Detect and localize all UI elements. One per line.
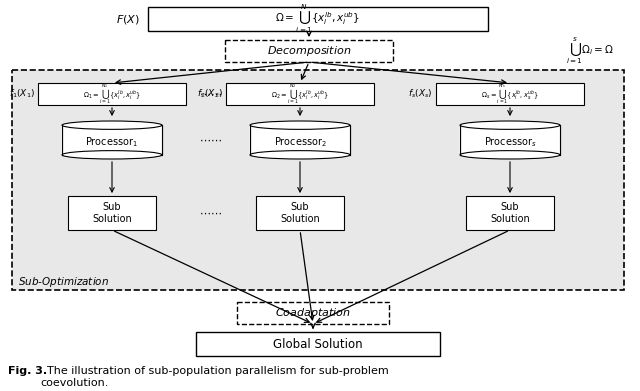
Text: Processor$_s$: Processor$_s$ xyxy=(484,135,536,149)
Text: Processor$_2$: Processor$_2$ xyxy=(273,135,326,149)
Text: $\Omega_1=\bigcup_{i=1}^{N_1}\{x_i^{lb},x_i^{ub}\}$: $\Omega_1=\bigcup_{i=1}^{N_1}\{x_i^{lb},… xyxy=(83,81,141,107)
Text: The illustration of sub-population parallelism for sub-problem
coevolution.: The illustration of sub-population paral… xyxy=(40,366,388,387)
FancyBboxPatch shape xyxy=(226,83,374,105)
Ellipse shape xyxy=(62,151,162,159)
Text: $f_2(X_2)$: $f_2(X_2)$ xyxy=(197,88,223,100)
Text: $Decomposition$: $Decomposition$ xyxy=(267,44,351,58)
Text: $\Omega_2=\bigcup_{i=1}^{N_2}\{x_i^{lb},x_i^{ub}\}$: $\Omega_2=\bigcup_{i=1}^{N_2}\{x_i^{lb},… xyxy=(271,81,329,107)
Text: $f_s(X_s)$: $f_s(X_s)$ xyxy=(408,88,433,100)
Ellipse shape xyxy=(460,121,560,129)
Text: $\cdots\cdots$: $\cdots\cdots$ xyxy=(198,89,221,99)
Ellipse shape xyxy=(460,151,560,159)
FancyBboxPatch shape xyxy=(62,125,162,155)
Text: $\Omega_s=\bigcup_{i=1}^{N_s}\{x_i^{lb},x_s^{ub}\}$: $\Omega_s=\bigcup_{i=1}^{N_s}\{x_i^{lb},… xyxy=(481,81,539,107)
Text: $Sub$-$Optimization$: $Sub$-$Optimization$ xyxy=(19,275,109,289)
FancyBboxPatch shape xyxy=(68,196,156,230)
FancyBboxPatch shape xyxy=(12,70,624,290)
FancyBboxPatch shape xyxy=(148,7,488,31)
Text: Processor$_1$: Processor$_1$ xyxy=(86,135,138,149)
FancyBboxPatch shape xyxy=(256,196,344,230)
Ellipse shape xyxy=(250,121,350,129)
FancyBboxPatch shape xyxy=(196,332,440,356)
FancyBboxPatch shape xyxy=(38,83,186,105)
FancyBboxPatch shape xyxy=(466,196,554,230)
Ellipse shape xyxy=(62,121,162,129)
FancyBboxPatch shape xyxy=(250,125,350,155)
Text: Global Solution: Global Solution xyxy=(273,337,363,350)
Text: Sub
Solution: Sub Solution xyxy=(280,202,320,224)
FancyBboxPatch shape xyxy=(460,125,560,155)
Ellipse shape xyxy=(250,151,350,159)
FancyBboxPatch shape xyxy=(225,40,393,62)
Text: Sub
Solution: Sub Solution xyxy=(490,202,530,224)
Text: Fig. 3.: Fig. 3. xyxy=(8,366,47,376)
Text: $\Omega=\bigcup_{i=1}^{N}\{x_{i}^{lb},x_{i}^{ub}\}$: $\Omega=\bigcup_{i=1}^{N}\{x_{i}^{lb},x_… xyxy=(275,3,360,35)
Text: $f_1(X_1)$: $f_1(X_1)$ xyxy=(9,88,35,100)
FancyBboxPatch shape xyxy=(237,302,389,324)
Text: $F(X)$: $F(X)$ xyxy=(116,13,140,25)
Text: $\cdots\cdots$: $\cdots\cdots$ xyxy=(198,208,221,218)
Text: $\bigcup_{i=1}^{s}\Omega_{i}=\Omega$: $\bigcup_{i=1}^{s}\Omega_{i}=\Omega$ xyxy=(566,36,614,66)
Text: $Coadaptation$: $Coadaptation$ xyxy=(275,306,351,320)
FancyBboxPatch shape xyxy=(436,83,584,105)
Text: $\cdots\cdots$: $\cdots\cdots$ xyxy=(198,135,221,145)
Text: Sub
Solution: Sub Solution xyxy=(92,202,132,224)
